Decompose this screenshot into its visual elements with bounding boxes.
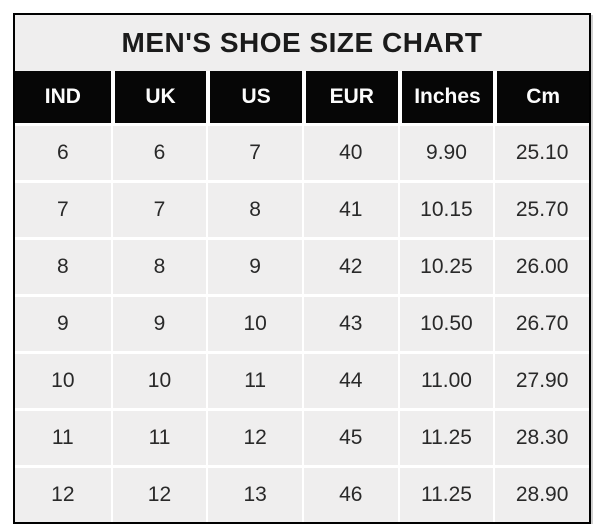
- column-header: UK: [110, 71, 207, 123]
- table-cell: 12: [15, 465, 111, 522]
- column-header: IND: [15, 71, 111, 123]
- column-header: US: [206, 71, 302, 123]
- column-header: EUR: [301, 71, 398, 123]
- table-row: 9 9 10 43 10.50 26.70: [15, 294, 589, 351]
- table-cell: 7: [206, 123, 302, 180]
- table-cell: 6: [110, 123, 207, 180]
- table-cell: 25.10: [493, 123, 589, 180]
- table-cell: 42: [301, 237, 398, 294]
- table-cell: 46: [301, 465, 398, 522]
- table-cell: 26.70: [493, 294, 589, 351]
- table-row: 11 11 12 45 11.25 28.30: [15, 408, 589, 465]
- table-cell: 8: [206, 180, 302, 237]
- table-cell: 12: [110, 465, 207, 522]
- table-body: 6 6 7 40 9.90 25.10 7 7 8 41 10.15 25.70 8 8 9 42 10.25 2…: [15, 123, 589, 522]
- table-cell: 28.90: [493, 465, 589, 522]
- table-cell: 10.15: [397, 180, 494, 237]
- table-cell: 41: [301, 180, 398, 237]
- table-cell: 11: [15, 408, 111, 465]
- table-cell: 11: [206, 351, 302, 408]
- table-cell: 6: [15, 123, 111, 180]
- page-title: MEN'S SHOE SIZE CHART: [15, 15, 589, 71]
- table-cell: 28.30: [493, 408, 589, 465]
- table-cell: 11: [110, 408, 207, 465]
- table-cell: 9: [15, 294, 111, 351]
- mens-shoe-size-chart: MEN'S SHOE SIZE CHART IND UK US EUR Inches Cm…: [13, 13, 591, 524]
- table-cell: 10.25: [397, 237, 494, 294]
- table-cell: 11.25: [397, 408, 494, 465]
- table-cell: 11.00: [397, 351, 494, 408]
- table-cell: 26.00: [493, 237, 589, 294]
- table-row: 8 8 9 42 10.25 26.00: [15, 237, 589, 294]
- table-row: 7 7 8 41 10.15 25.70: [15, 180, 589, 237]
- table-cell: 43: [301, 294, 398, 351]
- column-header: Inches: [397, 71, 494, 123]
- table-cell: 9.90: [397, 123, 494, 180]
- table-cell: 10: [110, 351, 207, 408]
- table-cell: 10: [15, 351, 111, 408]
- table-cell: 9: [206, 237, 302, 294]
- table-row: 10 10 11 44 11.00 27.90: [15, 351, 589, 408]
- table-cell: 7: [15, 180, 111, 237]
- table-cell: 10: [206, 294, 302, 351]
- column-header: Cm: [493, 71, 589, 123]
- table-cell: 9: [110, 294, 207, 351]
- table-cell: 25.70: [493, 180, 589, 237]
- table-cell: 8: [110, 237, 207, 294]
- table-cell: 45: [301, 408, 398, 465]
- table-row: 6 6 7 40 9.90 25.10: [15, 123, 589, 180]
- table-cell: 7: [110, 180, 207, 237]
- header-row: IND UK US EUR Inches Cm: [15, 71, 589, 123]
- table-cell: 40: [301, 123, 398, 180]
- table-cell: 44: [301, 351, 398, 408]
- table-cell: 10.50: [397, 294, 494, 351]
- table-cell: 27.90: [493, 351, 589, 408]
- table-cell: 11.25: [397, 465, 494, 522]
- title-row: MEN'S SHOE SIZE CHART: [15, 15, 589, 71]
- table-row: 12 12 13 46 11.25 28.90: [15, 465, 589, 522]
- table-cell: 8: [15, 237, 111, 294]
- table-cell: 12: [206, 408, 302, 465]
- table-cell: 13: [206, 465, 302, 522]
